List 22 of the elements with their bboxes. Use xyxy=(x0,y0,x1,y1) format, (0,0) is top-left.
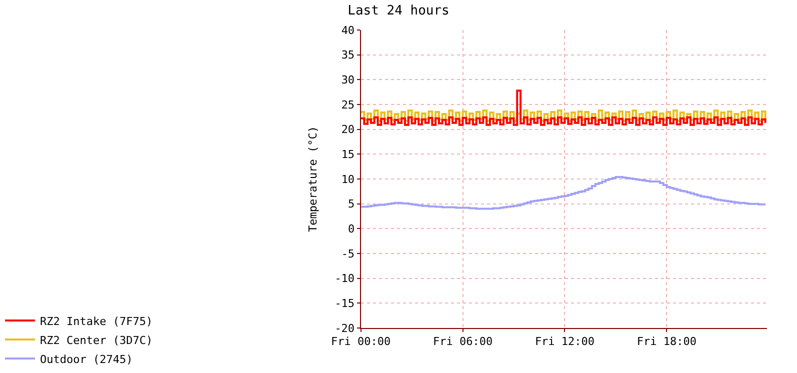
y-tick-label: 10 xyxy=(341,172,355,186)
y-tick-label: 20 xyxy=(341,123,355,136)
y-tick-label: 0 xyxy=(348,222,355,236)
y-tick-label: 5 xyxy=(348,198,355,211)
legend-label: Outdoor (2745) xyxy=(40,352,133,366)
x-tick-label: Fri 00:00 xyxy=(330,335,391,348)
y-tick-label: -10 xyxy=(334,272,355,286)
y-axis-title: Temperature (°C) xyxy=(306,126,320,232)
x-tick-label: Fri 12:00 xyxy=(534,335,595,348)
y-tick-label: 40 xyxy=(341,24,355,37)
legend-label: RZ2 Center (3D7C) xyxy=(40,334,153,347)
x-tick-label: Fri 06:00 xyxy=(432,335,493,348)
y-tick-label: -20 xyxy=(334,322,355,335)
y-tick-label: 15 xyxy=(341,148,355,162)
y-tick-label: 35 xyxy=(341,48,355,62)
legend-label: RZ2 Intake (7F75) xyxy=(40,314,153,328)
x-tick-label: Fri 18:00 xyxy=(636,335,697,348)
y-tick-label: -15 xyxy=(334,297,355,310)
y-tick-label: -5 xyxy=(341,247,355,260)
chart-title: Last 24 hours xyxy=(348,4,450,19)
y-tick-label: 30 xyxy=(341,74,355,87)
y-tick-label: 25 xyxy=(341,98,355,112)
